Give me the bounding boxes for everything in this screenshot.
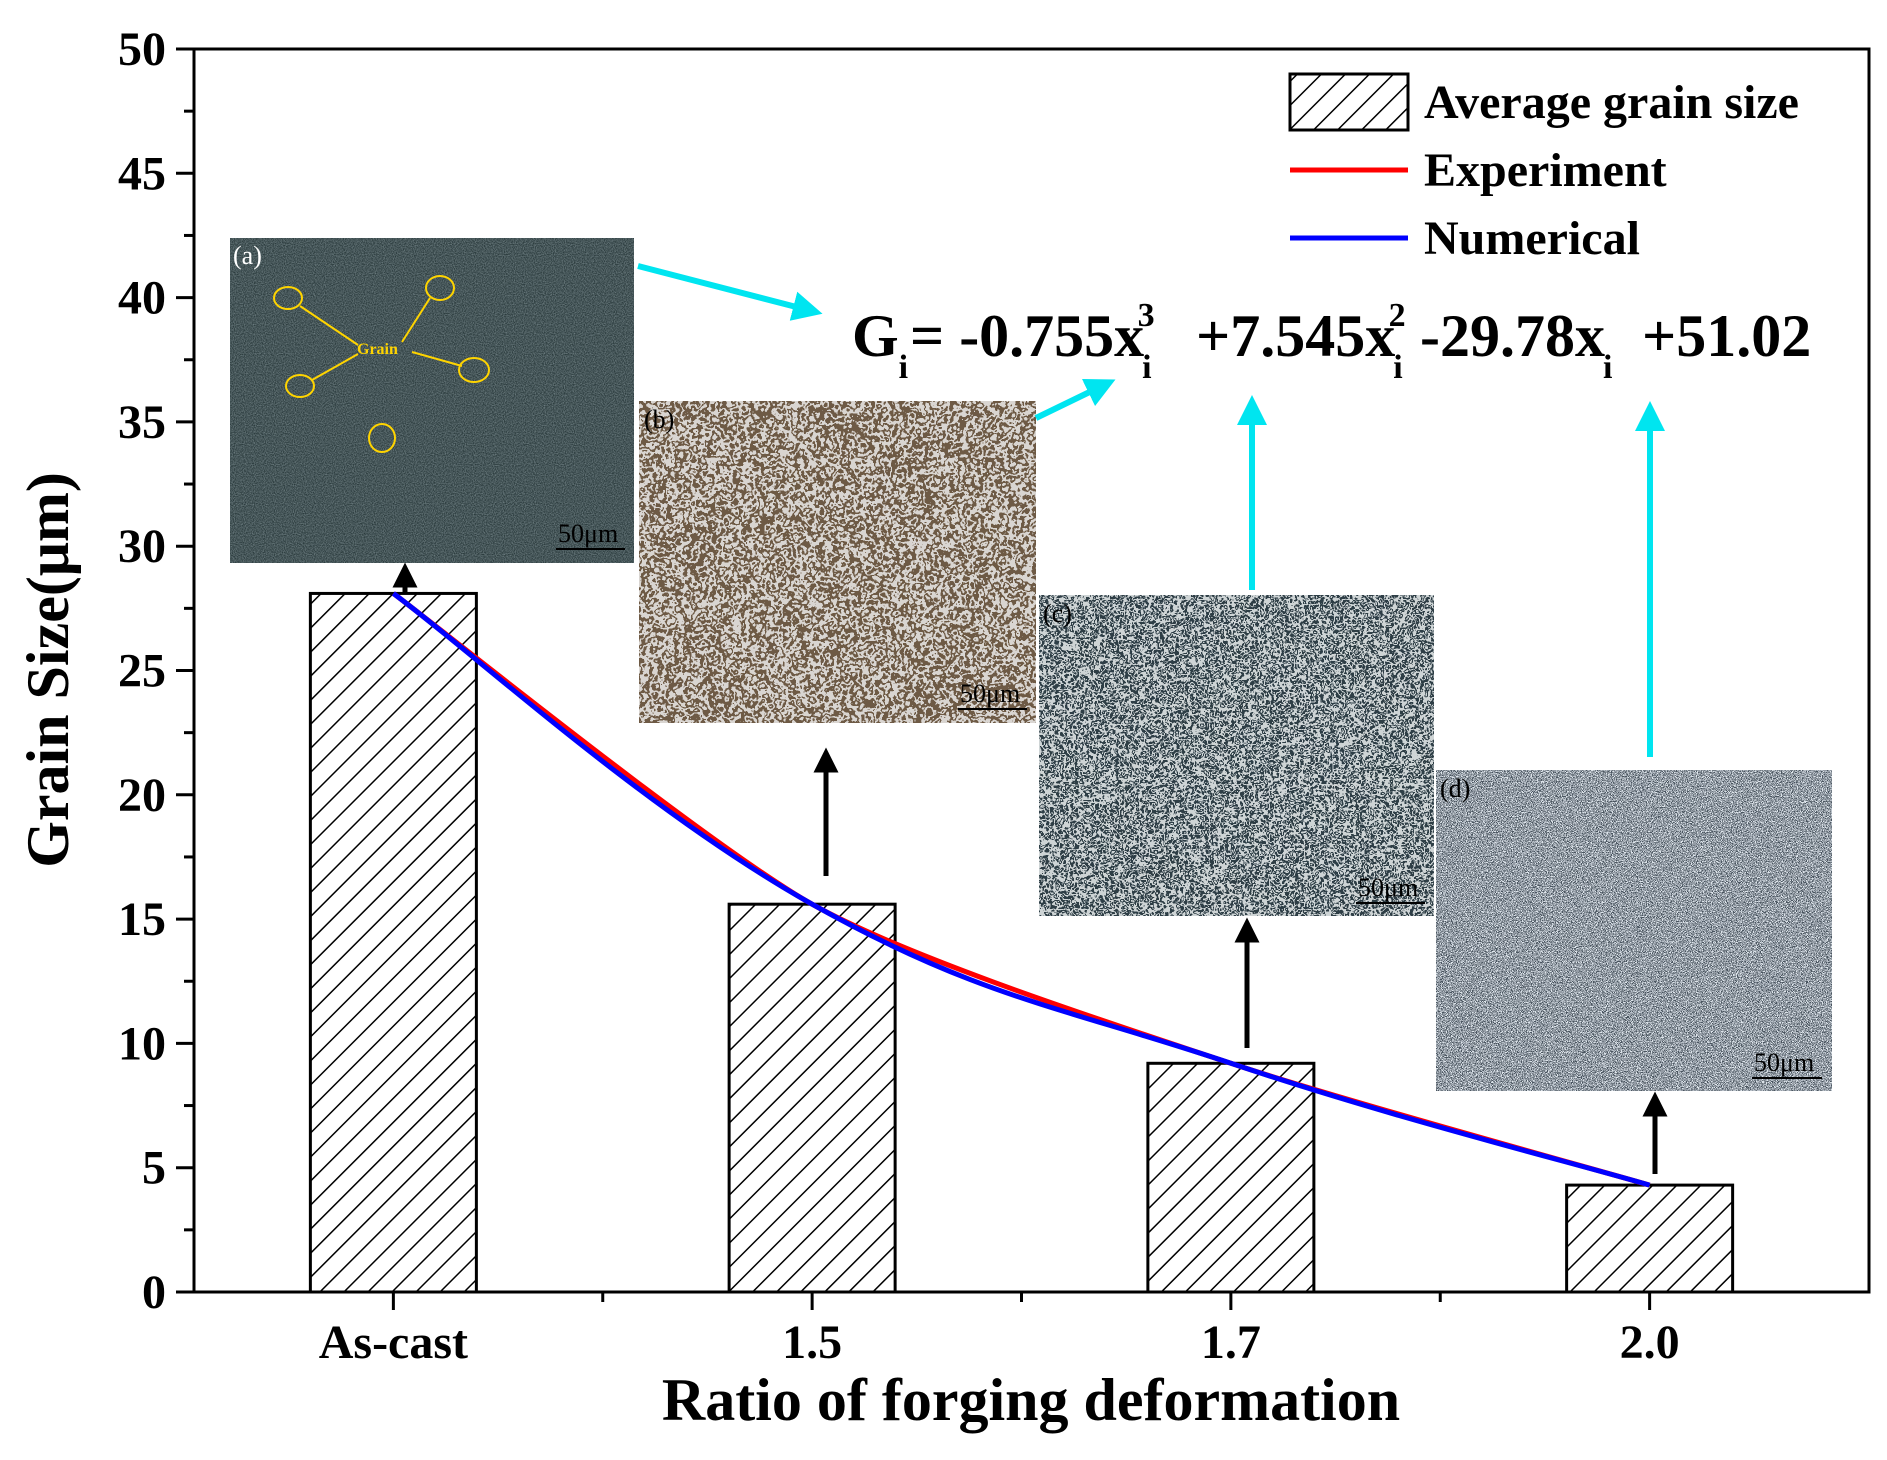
micrograph-d-texture <box>1436 770 1832 1091</box>
bar-As-cast <box>308 591 478 1294</box>
fit-equation: Gi = -0.755xi3 +7.545xi2 -29.78xi +51.02 <box>852 297 1811 386</box>
micrograph-a-scale: 50μm <box>558 519 618 548</box>
x-tick-label: 1.5 <box>782 1316 842 1369</box>
equation-term-1: = -0.755xi3 <box>910 297 1155 386</box>
micrograph-d: (d) 50μm <box>1436 770 1832 1091</box>
y-tick-label: 50 <box>118 23 166 76</box>
micrograph-c: (c) 50μm <box>1039 595 1434 916</box>
legend-label-numerical: Numerical <box>1424 212 1640 265</box>
bar-2.0 <box>1565 1183 1735 1294</box>
x-axis: As-cast 1.5 1.7 2.0 <box>319 1292 1680 1369</box>
micrograph-b-texture <box>639 401 1036 723</box>
y-tick-label: 15 <box>118 893 166 946</box>
y-tick-label: 45 <box>118 147 166 200</box>
y-tick-label: 10 <box>118 1017 166 1070</box>
micrograph-d-scale: 50μm <box>1754 1048 1814 1077</box>
legend: Average grain size Experiment Numerical <box>1288 72 1799 265</box>
micrograph-c-texture <box>1039 595 1434 916</box>
numerical-line <box>391 591 1651 1188</box>
equation-term-3: -29.78xi <box>1420 303 1612 386</box>
x-tick-label: 1.7 <box>1201 1316 1261 1369</box>
y-tick-label: 40 <box>118 272 166 325</box>
equation-term-4: +51.02 <box>1642 303 1811 369</box>
micrograph-a-label: (a) <box>233 241 262 270</box>
legend-label-experiment: Experiment <box>1424 144 1667 197</box>
y-tick-label: 35 <box>118 396 166 449</box>
y-tick-label: 5 <box>142 1142 166 1195</box>
cyan-arrow-a <box>637 263 823 321</box>
cyan-arrows <box>637 263 1665 757</box>
legend-label-average-grain-size: Average grain size <box>1424 76 1799 129</box>
micrograph-a: (a) Grain 50μm <box>230 238 634 563</box>
legend-swatch-hatched <box>1288 72 1410 132</box>
y-tick-label: 20 <box>118 769 166 822</box>
x-tick-label: As-cast <box>319 1316 468 1369</box>
line-series <box>391 591 1651 1188</box>
micrograph-c-label: (c) <box>1043 599 1072 628</box>
grain-annotation: Grain <box>357 341 398 358</box>
black-arrows <box>392 562 1668 1174</box>
y-tick-label: 0 <box>142 1266 166 1319</box>
micrograph-b: (b) 50μm <box>639 401 1036 723</box>
equation-lhs: Gi <box>852 303 908 386</box>
bar-1.5 <box>727 902 897 1294</box>
y-tick-label: 25 <box>118 645 166 698</box>
y-axis-title: Grain Size(μm) <box>15 472 81 868</box>
x-tick-label: 2.0 <box>1620 1316 1680 1369</box>
y-tick-label: 30 <box>118 520 166 573</box>
micrograph-b-label: (b) <box>644 405 674 434</box>
micrograph-b-scale: 50μm <box>960 679 1020 708</box>
y-axis: 0 5 10 15 20 25 30 35 40 45 50 <box>118 23 194 1319</box>
equation-term-2: +7.545xi2 <box>1196 297 1406 386</box>
micrograph-c-scale: 50μm <box>1358 873 1418 902</box>
x-axis-title: Ratio of forging deformation <box>662 1367 1400 1433</box>
micrograph-a-texture <box>230 238 634 563</box>
micrograph-d-label: (d) <box>1440 774 1470 803</box>
cyan-arrow-b <box>1034 379 1116 421</box>
bar-series <box>308 591 1735 1294</box>
bar-1.7 <box>1146 1061 1316 1294</box>
grain-outlines <box>273 275 490 453</box>
